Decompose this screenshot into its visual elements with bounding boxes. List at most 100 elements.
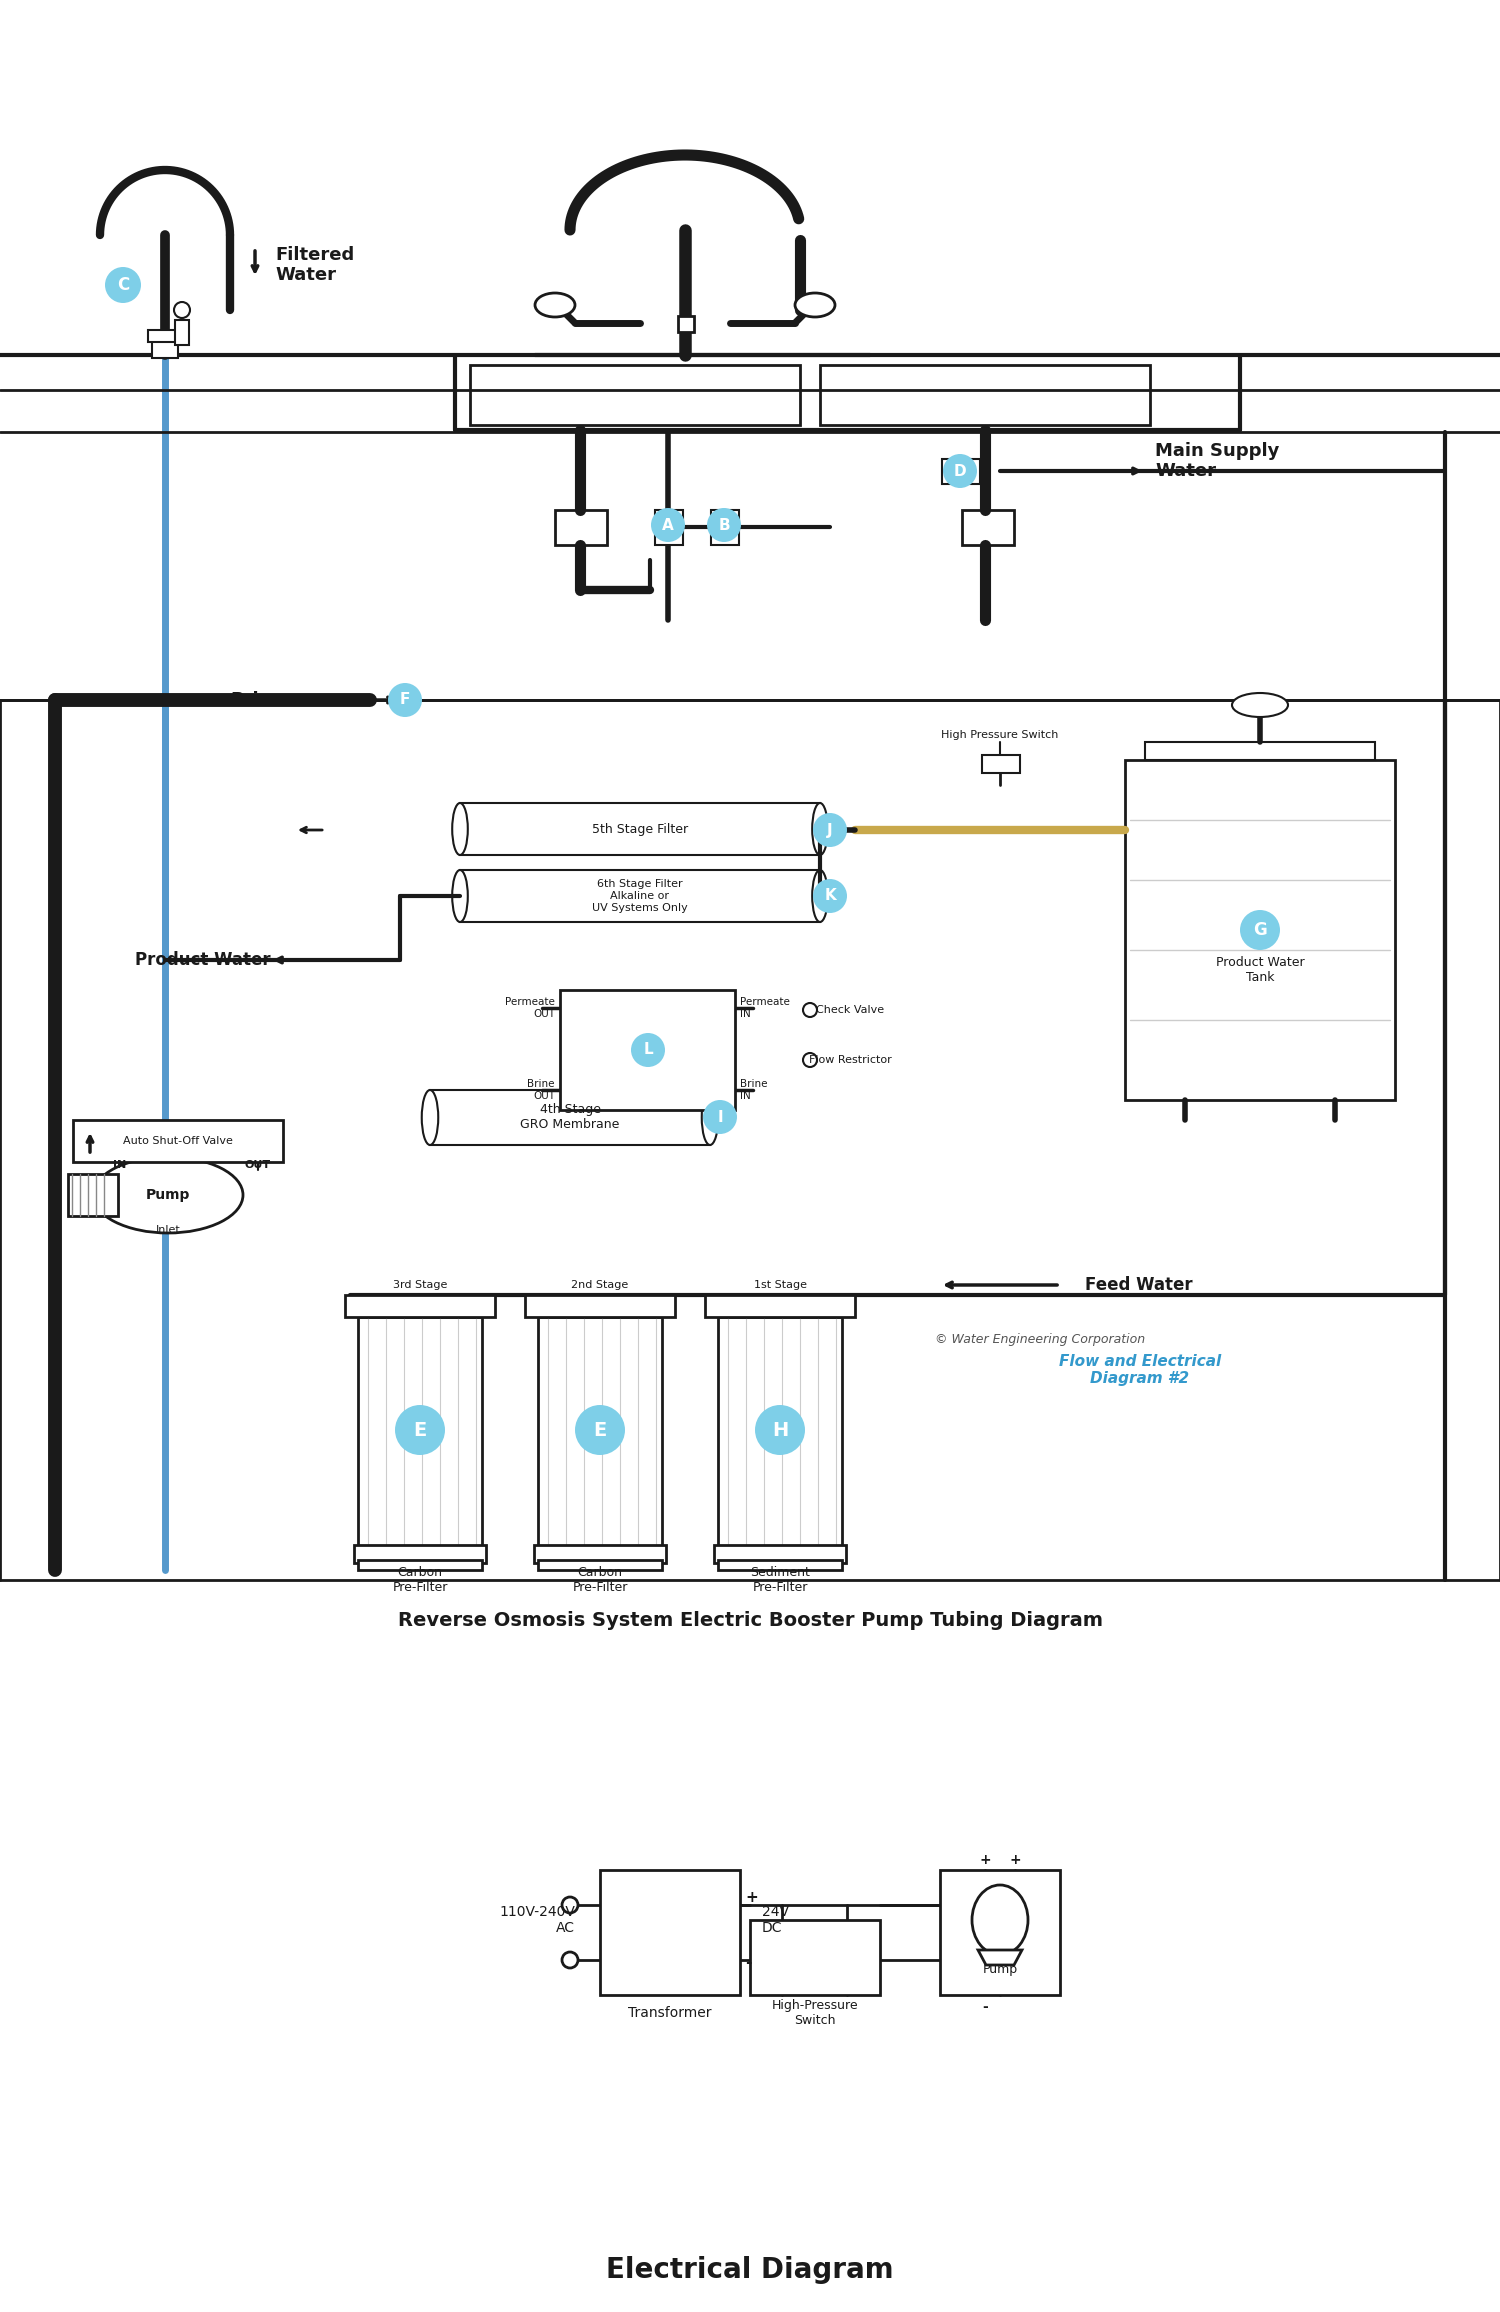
Text: Brine: Brine [230,691,284,710]
Circle shape [174,303,190,319]
Text: Carbon
Pre-Filter: Carbon Pre-Filter [393,1565,447,1593]
Text: Brine
IN: Brine IN [740,1080,768,1101]
Text: G: G [1252,920,1268,939]
Circle shape [754,1406,806,1454]
Bar [718,1318,842,1547]
Text: Flow Restrictor: Flow Restrictor [808,1054,891,1066]
Bar [962,511,1014,546]
Text: K: K [824,888,836,904]
Text: H: H [772,1420,788,1440]
Text: -: - [746,1954,752,1970]
Text: 6th Stage Filter
Alkaline or
UV Systems Only: 6th Stage Filter Alkaline or UV Systems … [592,879,688,913]
Text: High Pressure Switch: High Pressure Switch [942,731,1059,740]
Text: Product Water
Tank: Product Water Tank [1215,955,1305,985]
Ellipse shape [812,869,828,922]
Bar [940,1870,1060,1995]
Text: Product Water: Product Water [135,950,270,969]
Circle shape [802,1003,818,1017]
Text: Check Valve: Check Valve [816,1006,884,1015]
Bar [68,1174,118,1216]
Text: Transformer: Transformer [628,2007,711,2021]
Circle shape [651,509,686,541]
Text: 2nd Stage: 2nd Stage [572,1281,628,1290]
Text: Filtered
Water: Filtered Water [274,245,354,284]
Bar [460,869,820,922]
Text: Permeate
IN: Permeate IN [740,996,790,1020]
Text: 24V
DC: 24V DC [762,1905,789,1935]
Text: Brine
OUT: Brine OUT [528,1080,555,1101]
Circle shape [388,682,422,717]
Bar [750,1919,880,1995]
Text: +: + [746,1891,758,1905]
Text: Feed Water: Feed Water [1084,1276,1192,1295]
Circle shape [813,879,847,913]
Bar [538,1318,662,1547]
Circle shape [802,1052,818,1068]
Ellipse shape [422,1089,438,1144]
Bar [718,1561,842,1570]
Ellipse shape [452,802,468,855]
Text: Pump: Pump [982,1963,1017,1977]
Bar [534,1544,666,1563]
Bar [345,1295,495,1318]
Text: C: C [117,275,129,294]
Bar [525,1295,675,1318]
Text: Main Supply
Water: Main Supply Water [1155,442,1280,481]
Circle shape [704,1101,736,1133]
Text: F: F [400,694,410,707]
Text: D: D [954,462,966,479]
Bar [821,365,1150,425]
Text: 110V-240V
AC: 110V-240V AC [500,1905,574,1935]
Ellipse shape [1232,694,1288,717]
Bar [560,990,735,1110]
Text: L: L [644,1043,652,1057]
Circle shape [574,1406,626,1454]
Text: E: E [594,1420,606,1440]
Bar [470,365,800,425]
Text: Reverse Osmosis System Electric Booster Pump Tubing Diagram: Reverse Osmosis System Electric Booster … [398,1611,1102,1630]
Bar [600,1870,740,1995]
Circle shape [813,814,847,846]
Bar [942,460,980,483]
Text: Electrical Diagram: Electrical Diagram [606,2257,894,2284]
Ellipse shape [93,1156,243,1232]
Text: Auto Shut-Off Valve: Auto Shut-Off Valve [123,1135,232,1147]
Bar [358,1561,482,1570]
Bar [176,319,189,344]
Circle shape [562,1951,578,1968]
Text: J: J [827,823,833,837]
Bar [152,340,178,358]
Circle shape [105,266,141,303]
Circle shape [394,1406,445,1454]
Circle shape [632,1033,664,1068]
Text: Sediment
Pre-Filter: Sediment Pre-Filter [750,1565,810,1593]
Text: B: B [718,518,730,532]
Circle shape [706,509,741,541]
Bar [148,331,183,342]
Bar [354,1544,486,1563]
Text: OUT: OUT [244,1161,272,1170]
Text: 3rd Stage: 3rd Stage [393,1281,447,1290]
Bar [714,1544,846,1563]
Text: Pump: Pump [146,1188,190,1202]
Bar [430,1089,710,1144]
Bar [74,1119,284,1163]
Text: I: I [717,1110,723,1124]
Bar [982,756,1020,772]
Bar [656,511,682,546]
Ellipse shape [536,294,574,317]
Text: -: - [982,2000,988,2014]
Circle shape [1240,911,1280,950]
Text: E: E [414,1420,426,1440]
Text: Flow and Electrical
Diagram #2: Flow and Electrical Diagram #2 [1059,1355,1221,1387]
Text: IN: IN [114,1161,126,1170]
Polygon shape [978,1949,1022,1965]
Bar [1125,761,1395,1101]
Bar [1144,742,1376,761]
Text: A: A [662,518,674,532]
Text: Inlet: Inlet [156,1225,180,1235]
Ellipse shape [452,869,468,922]
Bar [711,511,740,546]
Circle shape [944,453,976,488]
Ellipse shape [812,802,828,855]
